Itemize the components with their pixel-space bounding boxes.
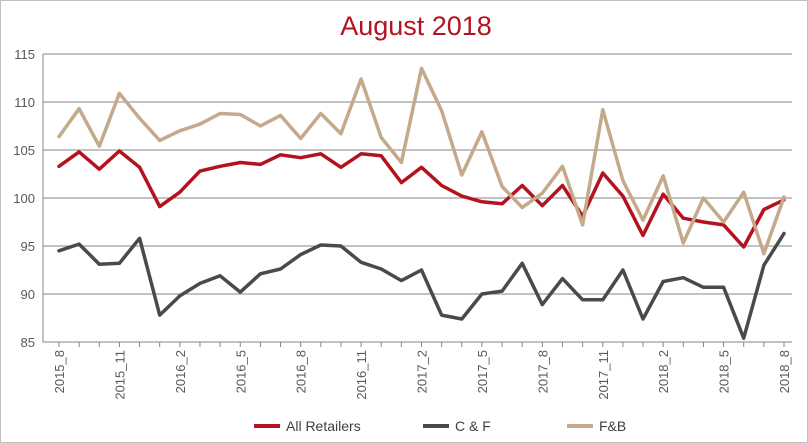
legend-label-1: All Retailers xyxy=(286,418,361,434)
y-axis: 85 90 95 100 105 110 115 xyxy=(13,47,44,350)
x-tick-label: 2018_8 xyxy=(777,350,792,393)
legend: All Retailers C & F F&B xyxy=(254,418,626,434)
series-line-1 xyxy=(57,149,786,249)
x-tick-label: 2015_8 xyxy=(52,350,67,393)
gridlines xyxy=(43,53,792,295)
x-tick-label: 2017_5 xyxy=(475,350,490,393)
y-tick-label: 85 xyxy=(21,335,35,350)
legend-label-3: F&B xyxy=(599,418,626,434)
legend-label-2: C & F xyxy=(455,418,491,434)
x-tick-label: 2015_11 xyxy=(112,350,127,400)
x-tick-label: 2017_8 xyxy=(535,350,550,393)
y-tick-label: 110 xyxy=(14,95,35,110)
x-tick-label: 2016_2 xyxy=(173,350,188,393)
x-tick-label: 2016_5 xyxy=(233,350,248,393)
y-tick-label: 115 xyxy=(14,47,35,62)
series-lines xyxy=(57,66,786,340)
series-line-3 xyxy=(57,66,786,256)
x-tick-label: 2016_8 xyxy=(294,350,309,393)
chart-title: August 2018 xyxy=(340,11,492,41)
y-tick-label: 105 xyxy=(13,143,35,158)
x-tick-label: 2016_11 xyxy=(354,350,369,400)
series-line-2 xyxy=(57,231,786,340)
x-tick-label: 2018_2 xyxy=(656,350,671,393)
x-axis: 2015_8 2015_11 2016_2 2016_5 2016_8 2016_11 20… xyxy=(43,341,792,400)
y-tick-label: 95 xyxy=(21,239,35,254)
x-tick-label: 2018_5 xyxy=(717,350,732,393)
y-tick-label: 100 xyxy=(13,191,35,206)
x-tick-label: 2017_2 xyxy=(415,350,430,393)
x-tick-label: 2017_11 xyxy=(596,350,611,400)
y-tick-label: 90 xyxy=(21,287,35,302)
